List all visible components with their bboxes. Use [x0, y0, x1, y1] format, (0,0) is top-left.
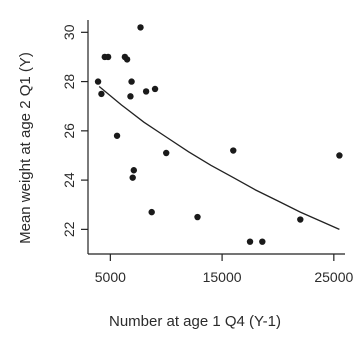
- x-tick-label: 25000: [314, 269, 353, 285]
- data-point: [113, 132, 121, 139]
- data-point: [148, 208, 155, 216]
- x-axis-label: Number at age 1 Q4 (Y-1): [109, 313, 281, 330]
- data-point: [123, 56, 131, 63]
- data-point: [151, 85, 159, 93]
- data-point: [128, 78, 135, 85]
- data-point: [98, 90, 105, 98]
- data-point: [297, 216, 304, 223]
- axis-ticks: 5000 15000 25000 22 24 26 28 30: [61, 24, 354, 285]
- data-point: [194, 213, 201, 221]
- data-point: [104, 53, 112, 61]
- fit-curve: [98, 85, 340, 230]
- data-point: [137, 24, 144, 31]
- y-axis-label: Mean weight at age 2 Q1 (Y): [17, 52, 34, 244]
- x-tick-label: 5000: [95, 269, 126, 285]
- data-point: [230, 147, 237, 154]
- data-point: [142, 88, 150, 95]
- y-tick-label: 22: [61, 221, 77, 237]
- y-tick-label: 24: [61, 172, 77, 188]
- y-tick-label: 28: [61, 74, 77, 90]
- data-point: [246, 238, 254, 245]
- fit-curve-layer: [98, 85, 340, 230]
- data-point: [129, 174, 136, 181]
- axes-frame: [87, 20, 345, 255]
- data-point: [127, 93, 134, 100]
- data-point: [130, 167, 138, 174]
- data-point: [259, 238, 266, 245]
- data-point: [94, 78, 102, 85]
- y-tick-label: 26: [61, 123, 77, 139]
- data-point: [336, 152, 343, 159]
- data-point: [163, 149, 170, 157]
- y-tick-label: 30: [61, 24, 77, 40]
- x-tick-label: 15000: [203, 269, 242, 285]
- data-points-layer: [94, 24, 343, 245]
